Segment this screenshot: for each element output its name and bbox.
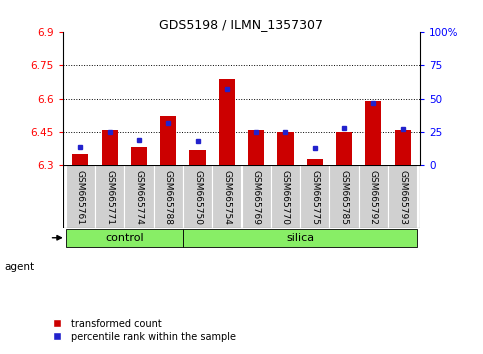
- Bar: [248, 130, 264, 165]
- Text: GSM665785: GSM665785: [340, 170, 349, 225]
- Text: GSM665788: GSM665788: [164, 170, 173, 225]
- Bar: [219, 79, 235, 165]
- Bar: [131, 148, 147, 165]
- Text: GSM665775: GSM665775: [310, 170, 319, 225]
- Bar: [160, 116, 176, 165]
- Text: GSM665771: GSM665771: [105, 170, 114, 225]
- Bar: [271, 165, 300, 228]
- Legend: transformed count, percentile rank within the sample: transformed count, percentile rank withi…: [43, 315, 240, 346]
- Bar: [212, 165, 242, 228]
- Bar: [101, 130, 118, 165]
- Text: GSM665774: GSM665774: [134, 170, 143, 225]
- Bar: [242, 165, 271, 228]
- Bar: [277, 132, 294, 165]
- Bar: [336, 132, 352, 165]
- Bar: [72, 154, 88, 165]
- Bar: [365, 101, 382, 165]
- Text: GSM665792: GSM665792: [369, 170, 378, 225]
- Text: GSM665769: GSM665769: [252, 170, 261, 225]
- Bar: [154, 165, 183, 228]
- Bar: [300, 165, 329, 228]
- Bar: [124, 165, 154, 228]
- Bar: [307, 159, 323, 165]
- Text: agent: agent: [5, 262, 35, 272]
- Bar: [189, 150, 206, 165]
- Bar: [66, 229, 183, 247]
- Bar: [359, 165, 388, 228]
- Bar: [395, 130, 411, 165]
- Bar: [183, 165, 212, 228]
- Text: GSM665750: GSM665750: [193, 170, 202, 225]
- Text: GSM665793: GSM665793: [398, 170, 407, 225]
- Text: GSM665770: GSM665770: [281, 170, 290, 225]
- Text: GSM665754: GSM665754: [222, 170, 231, 225]
- Bar: [388, 165, 417, 228]
- Bar: [183, 229, 417, 247]
- Bar: [66, 165, 95, 228]
- Text: control: control: [105, 233, 143, 243]
- Title: GDS5198 / ILMN_1357307: GDS5198 / ILMN_1357307: [159, 18, 324, 31]
- Text: GSM665761: GSM665761: [76, 170, 85, 225]
- Text: silica: silica: [286, 233, 314, 243]
- Bar: [95, 165, 124, 228]
- Bar: [329, 165, 359, 228]
